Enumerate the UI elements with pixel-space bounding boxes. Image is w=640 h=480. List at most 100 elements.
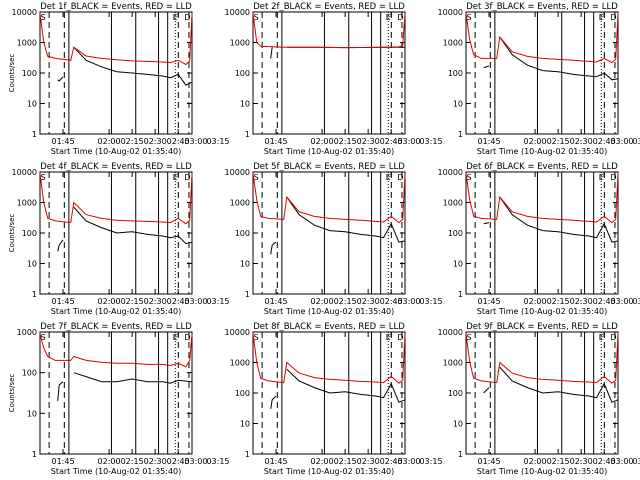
x-tick-label: 02:45 [380,297,403,306]
series-line-events [286,368,406,403]
x-tick-label: 03:00 [184,137,207,146]
panel-9: Det 9f_BLACK = Events, RED = LLD 1 10 100 10… [438,322,640,476]
series-line-events [57,239,64,252]
panel-4: Det 4f_BLACK = Events, RED = LLD 1 10 100 10… [8,162,230,316]
marker-label: S [41,333,46,342]
series-line-lld [39,13,193,66]
x-tick-label: 03:00 [397,457,420,466]
series-line-events [73,372,193,384]
y-tick-label: 1000 [17,199,37,208]
x-tick-label: 02:45 [167,457,190,466]
panel-6: Det 6f_BLACK = Events, RED = LLD 1 10 100 10… [438,162,640,316]
plot-frame [39,331,193,455]
series-line-events [483,65,490,69]
y-tick-label: 100 [235,229,250,238]
y-tick-label: 1000 [443,359,463,368]
x-tick-label: 02:15 [547,137,570,146]
series-line-lld [465,173,619,224]
panel-8: Det 8f_BLACK = Events, RED = LLD 1 10 100 10… [225,322,443,476]
marker-label: D [397,173,403,182]
y-tick-label: 100 [448,69,463,78]
y-tick-label: 10000 [225,8,250,17]
x-tick-label: 02:00 [98,457,121,466]
x-tick-label: 02:00 [524,137,547,146]
y-axis-title: Counts/sec [8,54,16,93]
series-line-lld [39,333,193,368]
x-tick-label: 03:00 [610,457,633,466]
x-tick-label: 02:30 [144,137,167,146]
y-tick-label: 1 [32,290,37,299]
series-line-events [483,222,490,225]
y-tick-label: 1000 [17,39,37,48]
series-line-events [57,76,64,82]
y-tick-label: 1 [458,130,463,139]
plot-frame [39,11,193,135]
y-tick-label: 10000 [438,8,463,17]
marker-label: S [467,13,472,22]
marker-label: D [397,13,403,22]
series-line-lld [252,173,406,224]
plot-frame [465,11,619,135]
marker-label: S [41,13,46,22]
y-tick-label: 1000 [230,359,250,368]
y-tick-label: 1 [32,450,37,459]
x-tick-label: 03:15 [632,297,640,306]
x-tick-label: 01:45 [477,297,500,306]
x-tick-label: 02:30 [357,297,380,306]
marker-label: D [184,13,190,22]
x-axis-title: Start Time (10-Aug-02 01:35:40) [264,307,395,316]
x-tick-label: 03:00 [397,297,420,306]
panel-title: Det 6f_BLACK = Events, RED = LLD [466,162,618,172]
series-line-events [499,366,619,403]
x-axis-title: Start Time (10-Aug-02 01:35:40) [477,307,608,316]
x-axis-title: Start Time (10-Aug-02 01:35:40) [51,467,182,476]
x-tick-label: 02:00 [98,137,121,146]
x-tick-label: 02:30 [357,137,380,146]
panel-title: Det 2f_BLACK = Events, RED = LLD [253,2,405,12]
x-tick-label: 01:45 [51,297,74,306]
x-tick-label: 02:30 [570,297,593,306]
marker-label: D [397,333,403,342]
series-line-lld [465,333,619,384]
panel-title: Det 1f_BLACK = Events, RED = LLD [40,2,192,12]
marker-label: D [610,13,616,22]
y-tick-label: 100 [448,229,463,238]
marker-label: D [610,333,616,342]
y-tick-label: 10000 [12,8,37,17]
marker-label: S [254,173,259,182]
y-tick-label: 10 [453,420,463,429]
series-line-events [73,206,193,245]
series-line-events [270,47,273,59]
y-tick-label: 100 [235,389,250,398]
x-tick-label: 02:45 [167,137,190,146]
series-line-lld [39,173,193,225]
panel-title: Det 7f_BLACK = Events, RED = LLD [40,322,192,332]
x-tick-label: 03:00 [184,457,207,466]
y-tick-label: 1 [32,130,37,139]
x-tick-label: 03:15 [632,457,640,466]
x-tick-label: 02:15 [334,297,357,306]
x-tick-label: 02:00 [524,297,547,306]
y-tick-label: 10 [240,100,250,109]
marker-label: E [386,13,391,22]
plot-frame [252,171,406,295]
x-axis-title: Start Time (10-Aug-02 01:35:40) [51,147,182,156]
panel-2: Det 2f_BLACK = Events, RED = LLD 1 10 100 10… [225,2,443,156]
y-tick-label: 1000 [230,199,250,208]
x-tick-label: 01:45 [264,137,287,146]
panel-1: Det 1f_BLACK = Events, RED = LLD 1 10 100 10… [8,2,230,156]
x-tick-label: 02:15 [121,137,144,146]
x-tick-label: 02:45 [167,297,190,306]
y-tick-label: 1000 [17,328,37,337]
y-tick-label: 10 [27,100,37,109]
panel-5: Det 5f_BLACK = Events, RED = LLD 1 10 100 10… [225,162,443,316]
y-tick-label: 1 [245,450,250,459]
y-tick-label: 1 [245,290,250,299]
marker-label: S [467,173,472,182]
y-tick-label: 1000 [443,199,463,208]
x-tick-label: 03:15 [419,297,442,306]
series-line-events [270,241,277,255]
x-tick-label: 02:00 [524,457,547,466]
y-tick-label: 100 [448,389,463,398]
